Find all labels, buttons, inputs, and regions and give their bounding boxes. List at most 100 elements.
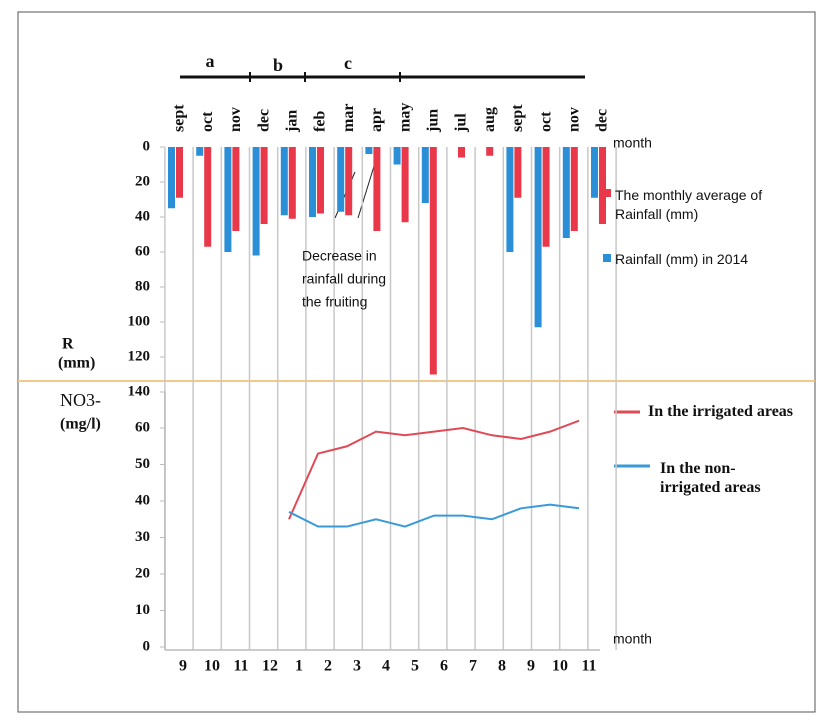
annotation: the fruiting — [302, 294, 367, 310]
x-tick-label: 4 — [382, 658, 390, 675]
line — [288, 503, 580, 528]
x-tick-label: 2 — [324, 658, 332, 675]
x-tick-label: 11 — [233, 658, 248, 675]
x-tick-label: 11 — [581, 658, 596, 675]
annotation: a — [206, 51, 215, 71]
y-tick-label: 20 — [135, 173, 150, 189]
bar — [542, 147, 550, 247]
bar — [260, 147, 268, 224]
y-tick-label: 60 — [135, 243, 150, 259]
y-tick-label: 0 — [143, 138, 151, 154]
y-tick-label: 50 — [135, 456, 150, 472]
bar — [309, 147, 316, 217]
bar — [591, 147, 598, 198]
x-tick-label: apr — [368, 108, 385, 132]
bar — [401, 147, 409, 223]
x-tick-label: dec — [594, 109, 611, 132]
legend-text: In the non-irrigated areas — [660, 460, 761, 496]
annotation: b — [273, 55, 283, 75]
x-tick-label: 1 — [295, 658, 303, 675]
y-tick-label: 30 — [135, 529, 150, 545]
x-tick-label: 7 — [469, 658, 477, 675]
x-tick-label: sept — [171, 104, 188, 132]
bar — [196, 147, 204, 156]
bar — [506, 147, 514, 252]
y-tick-label: 100 — [128, 313, 151, 329]
x-tick-label: feb — [312, 111, 329, 132]
x-tick-label: nov — [565, 107, 582, 132]
arrow — [357, 162, 376, 219]
x-tick-label: 5 — [411, 658, 419, 675]
y-tick-label: 120 — [128, 348, 151, 364]
bar — [562, 147, 570, 238]
x-tick-label: jun — [424, 109, 441, 133]
bar — [288, 147, 296, 219]
bar — [168, 147, 175, 209]
y-tick-label: 60 — [135, 419, 150, 435]
y-axis-label: (mm) — [58, 355, 95, 372]
bar — [458, 147, 465, 158]
bar — [599, 147, 606, 224]
bar — [317, 147, 324, 214]
frame — [17, 11, 816, 713]
y-tick-label: 80 — [135, 278, 150, 294]
line — [288, 419, 580, 520]
y-axis-label: (mg/l) — [60, 416, 101, 433]
legend-text: The monthly average of Rainfall (mm) — [615, 187, 763, 222]
bar — [365, 147, 373, 154]
annotation: c — [344, 53, 352, 73]
bar — [534, 147, 542, 328]
x-tick-label: 6 — [440, 658, 448, 675]
x-tick-label: dec — [255, 109, 272, 132]
bar — [421, 147, 429, 203]
legend-text: Rainfall (mm) in 2014 — [615, 251, 749, 267]
x-axis-label: month — [613, 631, 652, 647]
x-tick-label: mar — [340, 104, 357, 132]
bar — [280, 147, 288, 216]
bar — [337, 147, 345, 212]
legend-text: In the irrigated areas — [648, 403, 794, 420]
bar — [373, 147, 381, 231]
y-tick-label: 40 — [135, 492, 150, 508]
y-axis-label: NO3- — [60, 390, 101, 410]
x-tick-label: 3 — [353, 658, 361, 675]
y-tick-label: 40 — [135, 208, 150, 224]
x-tick-label: 10 — [552, 658, 568, 675]
legend-swatch — [603, 189, 611, 197]
x-tick-label: 9 — [179, 658, 187, 675]
x-axis-label: month — [613, 135, 652, 151]
bar — [252, 147, 260, 256]
x-tick-label: 12 — [262, 658, 278, 675]
bar — [224, 147, 232, 252]
y-axis-label: R — [62, 336, 74, 353]
bar — [570, 147, 578, 231]
x-tick-label: sept — [509, 104, 526, 132]
x-tick-label: 8 — [498, 658, 506, 675]
bar — [486, 147, 494, 156]
y-tick-label: 20 — [135, 565, 150, 581]
legend-swatch — [603, 254, 611, 262]
x-tick-label: 10 — [204, 658, 220, 675]
y-tick-label: 0 — [143, 638, 151, 654]
x-tick-label: jul — [453, 113, 470, 133]
bar — [204, 147, 212, 247]
x-tick-label: may — [396, 103, 413, 132]
bar — [345, 147, 353, 216]
x-tick-label: jan — [283, 110, 300, 133]
annotation: Decrease in — [302, 248, 377, 264]
bar — [514, 147, 522, 198]
x-tick-label: oct — [199, 111, 216, 132]
x-tick-label: nov — [227, 107, 244, 132]
bar — [232, 147, 240, 231]
y-tick-label: 140 — [128, 383, 151, 399]
bar — [393, 147, 401, 165]
bar — [176, 147, 183, 198]
x-tick-label: 9 — [527, 658, 535, 675]
x-tick-label: aug — [481, 107, 498, 132]
y-tick-label: 10 — [135, 602, 150, 618]
annotation: rainfall during — [302, 271, 386, 287]
bar — [429, 147, 437, 375]
x-tick-label: oct — [537, 111, 554, 132]
